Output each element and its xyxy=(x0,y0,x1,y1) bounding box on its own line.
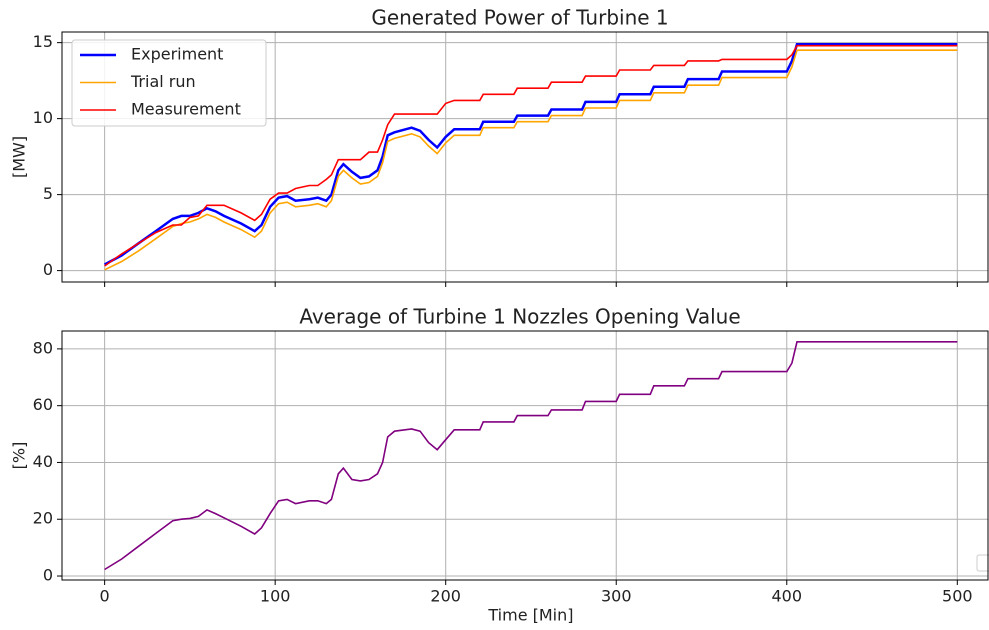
plot-frame xyxy=(61,330,989,581)
legend-label: Measurement xyxy=(131,100,241,119)
x-tick-label: 400 xyxy=(771,587,802,606)
y-tick-label: 10 xyxy=(33,108,53,127)
y-tick-label: 80 xyxy=(33,338,53,357)
x-tick-label: 300 xyxy=(601,587,632,606)
legend-box xyxy=(71,39,267,127)
y-tick-label: 20 xyxy=(33,509,53,528)
y-tick-label: 0 xyxy=(43,566,53,585)
plot-frame xyxy=(61,31,989,283)
empty-legend xyxy=(976,554,989,572)
legend-label: Experiment xyxy=(131,45,223,64)
chart-title: Generated Power of Turbine 1 xyxy=(371,6,668,30)
line xyxy=(104,44,958,267)
x-tick-label: 0 xyxy=(100,587,110,606)
y-tick-label: 15 xyxy=(33,32,53,51)
x-tick-label: 200 xyxy=(430,587,461,606)
y-tick-label: 0 xyxy=(43,260,53,279)
y-tick-label: 40 xyxy=(33,452,53,471)
line xyxy=(104,341,958,571)
y-tick-label: 60 xyxy=(33,395,53,414)
y-tick-label: 5 xyxy=(43,184,53,203)
x-axis-label: Time [Min] xyxy=(487,606,573,625)
line xyxy=(104,49,958,271)
line xyxy=(104,42,958,266)
x-tick-label: 500 xyxy=(942,587,973,606)
y-axis-label: [%] xyxy=(10,442,29,470)
x-tick-label: 100 xyxy=(260,587,291,606)
legend-label: Trial run xyxy=(130,72,196,91)
chart-title: Average of Turbine 1 Nozzles Opening Val… xyxy=(299,305,740,329)
y-axis-label: [MW] xyxy=(10,136,29,178)
